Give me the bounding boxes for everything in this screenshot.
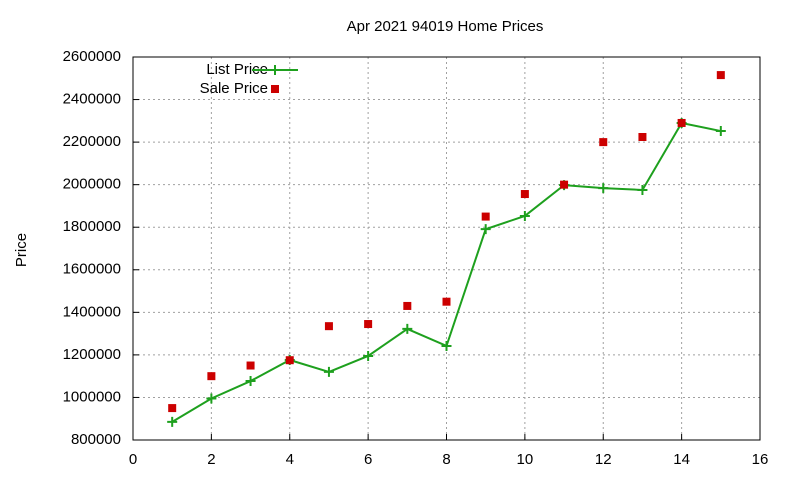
x-tick-label: 6	[364, 451, 372, 468]
x-tick-label: 12	[595, 451, 612, 468]
point	[442, 297, 451, 306]
point	[364, 320, 373, 329]
legend-label: List Price	[206, 61, 268, 78]
y-tick-label: 1800000	[63, 218, 121, 235]
point	[207, 372, 216, 381]
x-tick-label: 4	[286, 451, 294, 468]
point	[715, 126, 726, 137]
point	[480, 224, 491, 235]
x-tick-label: 2	[207, 451, 215, 468]
point	[519, 210, 530, 221]
y-tick-label: 2400000	[63, 91, 121, 108]
point	[206, 393, 217, 404]
x-tick-label: 0	[129, 451, 137, 468]
point	[324, 322, 333, 331]
point	[168, 404, 177, 413]
legend-marker	[270, 65, 280, 75]
point	[637, 184, 648, 195]
y-tick-label: 2000000	[63, 176, 121, 193]
point	[520, 190, 529, 199]
chart-title: Apr 2021 94019 Home Prices	[347, 18, 544, 35]
x-tick-label: 8	[442, 451, 450, 468]
point	[481, 212, 490, 221]
point	[402, 323, 413, 334]
plot-border	[132, 56, 761, 441]
point	[167, 416, 178, 427]
point	[245, 376, 256, 387]
point	[599, 138, 608, 147]
legend-marker	[271, 85, 279, 93]
point	[441, 340, 452, 351]
y-tick-label: 1600000	[63, 261, 121, 278]
point	[246, 361, 255, 370]
point	[560, 180, 569, 189]
y-tick-label: 800000	[71, 431, 121, 448]
point	[323, 366, 334, 377]
legend-label: Sale Price	[200, 80, 268, 97]
point	[716, 71, 725, 80]
y-tick-label: 1200000	[63, 346, 121, 363]
y-axis-label: Price	[13, 233, 30, 267]
y-tick-label: 1000000	[63, 388, 121, 405]
point	[403, 301, 412, 310]
x-tick-label: 16	[752, 451, 769, 468]
point	[363, 350, 374, 361]
x-tick-label: 10	[517, 451, 534, 468]
point	[677, 118, 686, 127]
y-tick-label: 2600000	[63, 48, 121, 65]
x-tick-label: 14	[673, 451, 690, 468]
y-tick-label: 1400000	[63, 303, 121, 320]
point	[638, 133, 647, 142]
point	[598, 183, 609, 194]
y-tick-label: 2200000	[63, 133, 121, 150]
point	[285, 356, 294, 365]
